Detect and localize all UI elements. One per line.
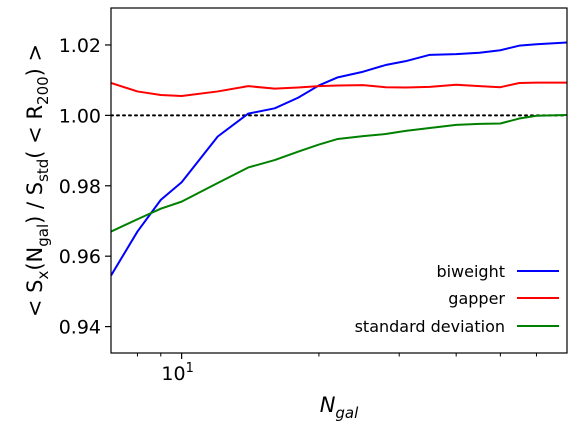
series-line-gapper <box>111 81 567 98</box>
y-tick-label: 0.98 <box>59 176 101 198</box>
plot-frame <box>110 7 568 354</box>
x-axis-title: Ngal​ <box>320 393 359 422</box>
legend-label-biweight: biweight <box>436 262 505 281</box>
axes: 0.94 0.96 0.98 1.00 1.02 101 Ngal​ < Sx​(Ngal​)… <box>23 7 568 422</box>
y-tick-label: 1.02 <box>59 35 101 57</box>
y-axis-title: < Sx​(Ngal​) / Sstd​( < R200​) > <box>23 44 52 317</box>
plot-area <box>111 41 567 277</box>
y-tick-label: 0.94 <box>59 317 101 339</box>
series-line-standard-deviation <box>111 114 567 233</box>
plot-lines <box>111 41 567 277</box>
legend: biweight gapper standard deviation <box>355 262 559 336</box>
legend-label-gapper: gapper <box>448 289 505 308</box>
y-tick-label: 1.00 <box>59 105 101 127</box>
legend-label-standard-deviation: standard deviation <box>355 317 505 336</box>
x-tick-label: 101 <box>161 361 193 385</box>
series-line-biweight <box>111 41 567 277</box>
y-tick-label: 0.96 <box>59 246 101 268</box>
